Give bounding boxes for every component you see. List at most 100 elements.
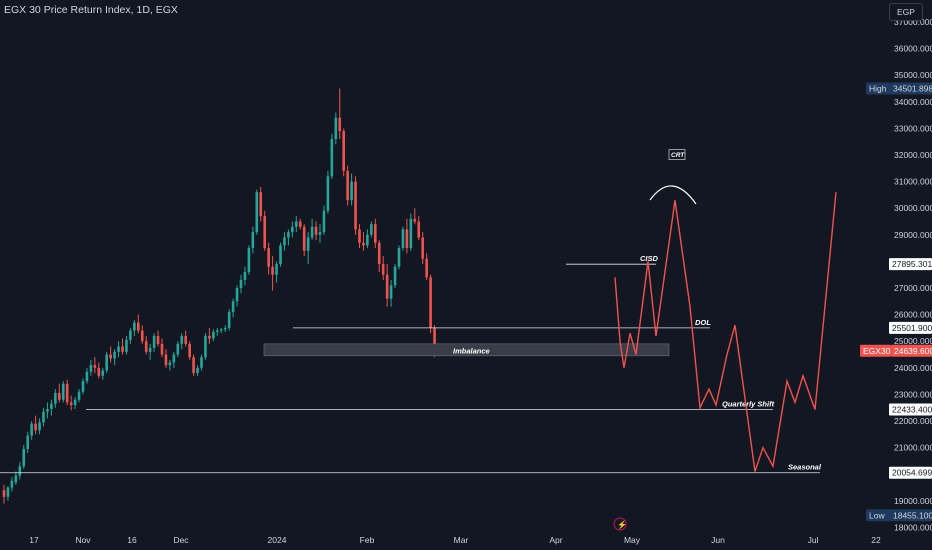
y-tick-label: 18000.000 [894, 522, 932, 532]
y-tick-label: 26000.000 [894, 310, 932, 320]
low-value-bg [890, 509, 932, 522]
candle-body [251, 232, 255, 249]
low-value: 18455.100 [893, 510, 932, 520]
currency-button[interactable]: EGP [889, 3, 923, 21]
candle-body [188, 343, 191, 358]
x-tick-label: 22 [871, 535, 881, 545]
crt-box [668, 149, 686, 160]
candle-body [77, 391, 81, 400]
x-tick-label: Dec [173, 535, 189, 545]
candle-body [184, 335, 187, 344]
level-value-bg [889, 466, 932, 479]
level-value: 25501.900 [892, 323, 932, 333]
candle-body [152, 335, 156, 348]
candle-body [22, 448, 26, 467]
candle-body [433, 327, 436, 351]
candle-body [105, 354, 108, 371]
y-tick-label: 27000.000 [894, 283, 932, 293]
candle-body [133, 322, 136, 331]
candle-body [346, 170, 349, 201]
candle-body [377, 242, 381, 265]
candle-body [401, 229, 405, 249]
x-axis[interactable]: 17 Nov 16 Dec 2024 Feb Mar Apr May Jun Jul 22 ⚡ [29, 517, 881, 545]
crt-arc [649, 185, 697, 205]
candle-body [42, 411, 45, 423]
candle-body [223, 327, 227, 330]
candle-body [302, 226, 306, 251]
candle-body [26, 435, 29, 449]
candle-body [46, 409, 49, 412]
y-tick-label: 25000.000 [894, 336, 932, 346]
high-tag-bg [866, 82, 890, 95]
candle-body [231, 301, 235, 312]
y-tick-label: 29000.000 [894, 230, 932, 240]
candle-body [18, 466, 22, 476]
candle-body [263, 216, 266, 249]
candle-body [318, 232, 322, 235]
candle-body [73, 399, 77, 406]
level-lines: CISD DOL Imbalance Quarterly Shift Seasonal C… [0, 149, 822, 474]
candle-body [81, 381, 85, 392]
x-tick-label: May [624, 535, 641, 545]
candle-body [61, 383, 65, 400]
candle-body [393, 266, 397, 286]
y-tick-label: 23000.000 [894, 389, 932, 399]
projection-path [614, 192, 837, 472]
candle-body [212, 331, 215, 339]
candle-body [208, 335, 211, 339]
candle-body [287, 232, 290, 238]
y-tick-label: 22000.000 [894, 416, 932, 426]
y-tick-label: 34000.000 [894, 97, 932, 107]
candle-body [389, 285, 393, 299]
candle-body [14, 475, 18, 483]
candle-body [283, 237, 286, 246]
candle-body [65, 383, 69, 403]
level-value-bg [889, 321, 932, 334]
candle-body [113, 351, 116, 359]
candle-body [235, 288, 239, 302]
candle-body [216, 330, 219, 332]
candle-body [425, 258, 428, 278]
y-tick-label: 36000.000 [894, 44, 932, 54]
x-tick-label: 16 [127, 535, 137, 545]
y-tick-label: 32000.000 [894, 150, 932, 160]
x-tick-label: Feb [360, 535, 375, 545]
current-value-bg [891, 344, 932, 357]
y-tick-label: 30000.000 [894, 203, 932, 213]
y-tick-label: 21000.000 [894, 443, 932, 453]
candle-body [310, 226, 314, 238]
candle-body [306, 237, 310, 251]
candle-body [109, 354, 112, 359]
candle-body [322, 210, 326, 233]
candle-body [38, 422, 41, 431]
x-tick-label: Nov [75, 535, 91, 545]
candle-body [298, 221, 302, 227]
level-value: 27895.301 [892, 259, 932, 269]
candle-body [397, 248, 401, 267]
level-value-bg [889, 403, 932, 416]
candle-body [10, 480, 14, 488]
candle-body [97, 367, 101, 376]
annotation-quarterly-shift: Quarterly Shift [722, 399, 775, 408]
candle-body [271, 266, 274, 275]
lightning-glyph: ⚡ [617, 520, 627, 530]
candle-body [192, 357, 195, 374]
candle-body [148, 347, 152, 352]
candle-body [417, 221, 421, 238]
candle-body [413, 218, 417, 222]
candle-body [366, 234, 369, 246]
annotation-dol: DOL [695, 318, 711, 327]
low-tag-bg [866, 509, 890, 522]
candle-body [267, 248, 270, 267]
y-tick-label: 24000.000 [894, 363, 932, 373]
candle-body [227, 311, 231, 328]
candle-body [125, 339, 128, 352]
projection-line [614, 192, 837, 472]
candle-body [137, 322, 140, 331]
candle-body [200, 357, 203, 368]
candle-body [30, 423, 33, 436]
candle-body [160, 343, 164, 355]
annotation-imbalance: Imbalance [453, 346, 490, 355]
candle-body [2, 490, 6, 497]
